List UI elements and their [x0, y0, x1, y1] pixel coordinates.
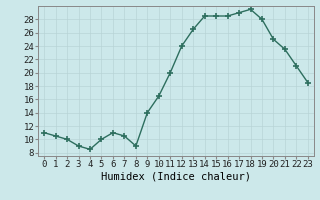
X-axis label: Humidex (Indice chaleur): Humidex (Indice chaleur) — [101, 172, 251, 182]
